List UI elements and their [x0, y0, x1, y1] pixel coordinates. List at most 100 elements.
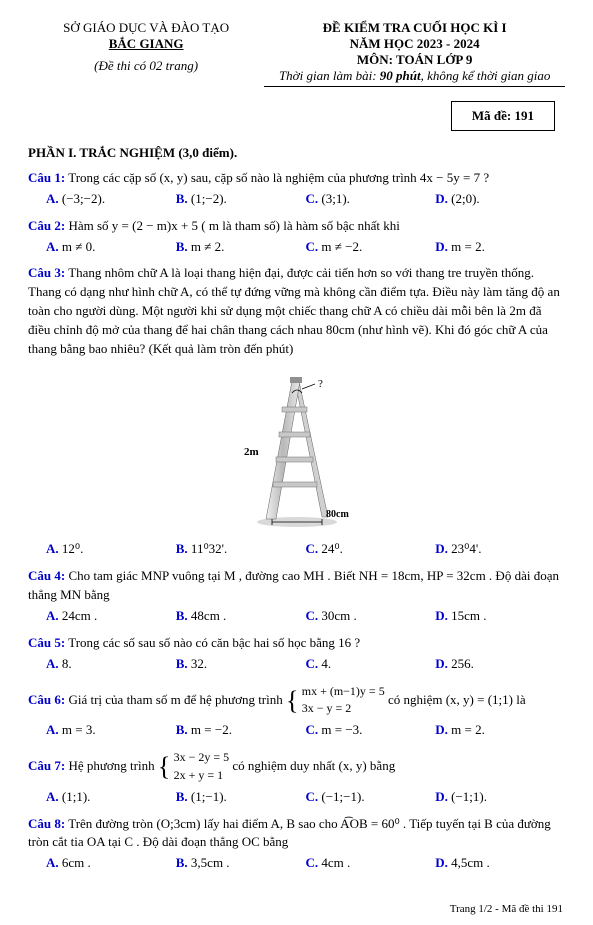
q6-A-text: m = 3.	[62, 722, 96, 737]
q5-B: B. 32.	[176, 655, 306, 674]
q8-B: B. 3,5cm .	[176, 854, 306, 873]
q5-B-text: 32.	[191, 656, 207, 671]
q4-C: C. 30cm .	[306, 607, 436, 626]
q2-C-text: m ≠ −2.	[321, 239, 362, 254]
q7-text: Hệ phương trình	[65, 758, 158, 773]
q7-label: Câu 7:	[28, 758, 65, 773]
q2-D: D. m = 2.	[435, 238, 565, 257]
header-right: ĐỀ KIỂM TRA CUỐI HỌC KÌ I NĂM HỌC 2023 -…	[264, 20, 565, 93]
q1-C-text: (3;1).	[321, 191, 350, 206]
q5-D: D. 256.	[435, 655, 565, 674]
q5-C-text: 4.	[321, 656, 331, 671]
q8-options: A. 6cm . B. 3,5cm . C. 4cm . D. 4,5cm .	[46, 854, 565, 873]
q7-C: C. (−1;−1).	[306, 788, 436, 807]
q7-D: D. (−1;1).	[435, 788, 565, 807]
time-prefix: Thời gian làm bài:	[279, 68, 380, 83]
header-left: SỞ GIÁO DỤC VÀ ĐÀO TẠO BẮC GIANG (Đề thi…	[28, 20, 264, 93]
q5-A: A. 8.	[46, 655, 176, 674]
section-title: PHẦN I. TRẮC NGHIỆM (3,0 điểm).	[28, 145, 565, 161]
q2-D-text: m = 2.	[451, 239, 485, 254]
q7-B: B. (1;−1).	[176, 788, 306, 807]
time-tail: , không kể thời gian giao	[421, 68, 551, 83]
q6-D: D. m = 2.	[435, 721, 565, 740]
q7-options: A. (1;1). B. (1;−1). C. (−1;−1). D. (−1;…	[46, 788, 565, 807]
time-line: Thời gian làm bài: 90 phút, không kể thờ…	[264, 68, 565, 84]
q1-label: Câu 1:	[28, 170, 65, 185]
q1-D: D. (2;0).	[435, 190, 565, 209]
q3-B: B. 11⁰32'.	[176, 540, 306, 559]
q5-D-text: 256.	[451, 656, 474, 671]
q8-A: A. 6cm .	[46, 854, 176, 873]
q2-label: Câu 2:	[28, 218, 65, 233]
q8-C: C. 4cm .	[306, 854, 436, 873]
q3-label: Câu 3:	[28, 265, 65, 280]
page-note: (Đề thi có 02 trang)	[28, 58, 264, 74]
question-5: Câu 5: Trong các số sau số nào có căn bậ…	[28, 634, 565, 674]
q1-D-text: (2;0).	[451, 191, 480, 206]
q4-options: A. 24cm . B. 48cm . C. 30cm . D. 15cm .	[46, 607, 565, 626]
question-4: Câu 4: Cho tam giác MNP vuông tại M , đư…	[28, 567, 565, 626]
q4-label: Câu 4:	[28, 568, 65, 583]
q7-B-text: (1;−1).	[191, 789, 227, 804]
q7-sys2: 2x + y = 1	[174, 768, 224, 782]
question-6: Câu 6: Giá trị của tham số m để hệ phươn…	[28, 682, 565, 741]
question-7: Câu 7: Hệ phương trình { 3x − 2y = 5 2x …	[28, 748, 565, 807]
question-2: Câu 2: Hàm số y = (2 − m)x + 5 ( m là th…	[28, 217, 565, 257]
q7-tail: có nghiệm duy nhất (x, y) bằng	[232, 758, 395, 773]
ladder-figure: ? 2m 80cm	[28, 367, 565, 533]
q4-A-text: 24cm .	[62, 608, 97, 623]
q2-A: A. m ≠ 0.	[46, 238, 176, 257]
q6-system: { mx + (m−1)y = 5 3x − y = 2	[286, 682, 385, 720]
q3-A-text: 12⁰.	[62, 541, 83, 556]
q2-C: C. m ≠ −2.	[306, 238, 436, 257]
q5-A-text: 8.	[62, 656, 72, 671]
q6-B: B. m = −2.	[176, 721, 306, 740]
q8-C-text: 4cm .	[321, 855, 350, 870]
q5-options: A. 8. B. 32. C. 4. D. 256.	[46, 655, 565, 674]
q2-text: Hàm số y = (2 − m)x + 5 ( m là tham số) …	[65, 218, 400, 233]
q4-C-text: 30cm .	[321, 608, 356, 623]
q4-B: B. 48cm .	[176, 607, 306, 626]
exam-code-box: Mã đề: 191	[451, 101, 555, 131]
q2-A-text: m ≠ 0.	[62, 239, 96, 254]
header: SỞ GIÁO DỤC VÀ ĐÀO TẠO BẮC GIANG (Đề thi…	[28, 20, 565, 93]
q4-A: A. 24cm .	[46, 607, 176, 626]
title-line3: MÔN: TOÁN LỚP 9	[264, 52, 565, 68]
q8-text: Trên đường tròn (O;3cm) lấy hai điểm A, …	[28, 816, 551, 850]
q3-C: C. 24⁰.	[306, 540, 436, 559]
q4-D: D. 15cm .	[435, 607, 565, 626]
q8-D: D. 4,5cm .	[435, 854, 565, 873]
q7-C-text: (−1;−1).	[321, 789, 364, 804]
q1-C: C. (3;1).	[306, 190, 436, 209]
q3-C-text: 24⁰.	[321, 541, 342, 556]
q6-C: C. m = −3.	[306, 721, 436, 740]
q3-A: A. 12⁰.	[46, 540, 176, 559]
q7-system: { 3x − 2y = 5 2x + y = 1	[158, 748, 229, 786]
title-line1: ĐỀ KIỂM TRA CUỐI HỌC KÌ I	[264, 20, 565, 36]
q4-text: Cho tam giác MNP vuông tại M , đường cao…	[28, 568, 559, 602]
title-line2: NĂM HỌC 2023 - 2024	[264, 36, 565, 52]
ladder-svg: ? 2m 80cm	[222, 367, 372, 527]
q7-A: A. (1;1).	[46, 788, 176, 807]
question-3: Câu 3: Thang nhôm chữ A là loại thang hi…	[28, 264, 565, 559]
base-label: 80cm	[326, 509, 349, 520]
q1-text: Trong các cặp số (x, y) sau, cặp số nào …	[65, 170, 489, 185]
dept-line1: SỞ GIÁO DỤC VÀ ĐÀO TẠO	[28, 20, 264, 36]
dept-line2: BẮC GIANG	[28, 36, 264, 52]
q6-A: A. m = 3.	[46, 721, 176, 740]
q1-options: A. (−3;−2). B. (1;−2). C. (3;1). D. (2;0…	[46, 190, 565, 209]
q8-D-text: 4,5cm .	[451, 855, 490, 870]
q6-B-text: m = −2.	[191, 722, 232, 737]
q3-D: D. 23⁰4'.	[435, 540, 565, 559]
q3-D-text: 23⁰4'.	[451, 541, 481, 556]
question-8: Câu 8: Trên đường tròn (O;3cm) lấy hai đ…	[28, 815, 565, 874]
q6-tail: có nghiệm (x, y) = (1;1) là	[388, 691, 526, 706]
exam-page: SỞ GIÁO DỤC VÀ ĐÀO TẠO BẮC GIANG (Đề thi…	[0, 0, 593, 925]
q4-D-text: 15cm .	[451, 608, 486, 623]
time-bold: 90 phút	[380, 68, 421, 83]
q1-A: A. (−3;−2).	[46, 190, 176, 209]
q3-text: Thang nhôm chữ A là loại thang hiện đại,…	[28, 265, 560, 355]
q2-B: B. m ≠ 2.	[176, 238, 306, 257]
q5-C: C. 4.	[306, 655, 436, 674]
question-1: Câu 1: Trong các cặp số (x, y) sau, cặp …	[28, 169, 565, 209]
